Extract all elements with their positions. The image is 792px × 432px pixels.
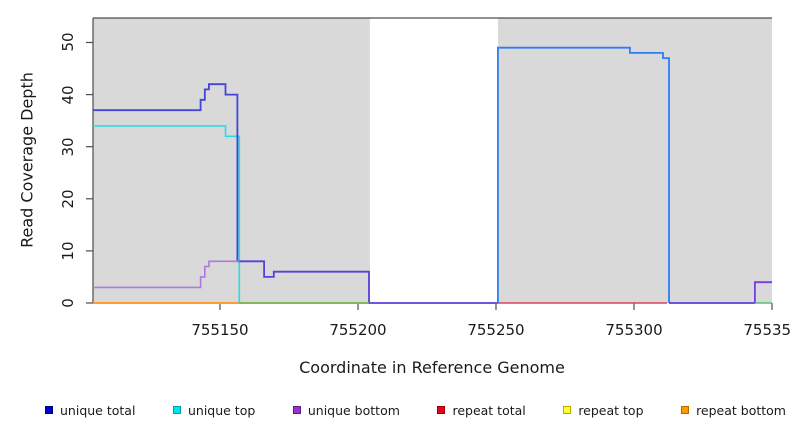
series-unique-bottom-left <box>93 260 240 289</box>
y-tick-label: 30 <box>59 137 77 157</box>
legend-item-unique-top: unique top <box>172 402 256 418</box>
chart-legend: unique total unique top unique bottom repea… <box>45 400 786 420</box>
y-tick-label: 50 <box>59 32 77 53</box>
legend-swatch-icon <box>292 406 301 414</box>
legend-swatch-icon <box>437 406 446 414</box>
shaded-region <box>93 18 370 303</box>
x-axis-title: Coordinate in Reference Genome <box>299 358 565 377</box>
legend-swatch-icon <box>172 406 181 414</box>
legend-swatch-icon <box>45 406 53 414</box>
series-unique-total-left <box>93 83 239 262</box>
series-unique-bottom-right <box>754 281 772 303</box>
y-tick-label: 0 <box>59 298 77 308</box>
legend-swatch-icon <box>681 406 690 414</box>
y-axis-title: Read Coverage Depth <box>17 72 37 248</box>
legend-item-repeat-total: repeat total <box>437 402 526 418</box>
y-tick-label: 10 <box>59 241 77 261</box>
legend-item-unique-total: unique total <box>45 403 135 418</box>
series-unique-total-right <box>496 46 670 303</box>
legend-label: unique total <box>60 402 136 418</box>
legend-label: repeat bottom <box>696 402 786 418</box>
y-tick-label: 40 <box>59 85 77 105</box>
legend-item-unique-bottom: unique bottom <box>292 402 400 418</box>
legend-label: repeat total <box>452 402 526 418</box>
series-unique-total-plus-unique-bottom-overlap <box>237 260 498 304</box>
legend-item-repeat-bottom: repeat bottom <box>681 403 786 418</box>
y-tick-label: 20 <box>59 189 77 209</box>
legend-item-repeat-top: repeat top <box>563 402 644 418</box>
legend-swatch-icon <box>563 406 572 414</box>
legend-label: unique bottom <box>307 402 400 418</box>
series-unique-top <box>93 125 241 303</box>
shaded-region <box>497 18 772 303</box>
x-tick-label: 755150 <box>191 321 249 339</box>
x-tick-label: 755200 <box>329 321 387 339</box>
legend-label: unique top <box>187 402 256 418</box>
x-tick-label: 755300 <box>605 321 663 339</box>
x-tick-label: 755250 <box>467 321 525 339</box>
legend-label: repeat top <box>578 402 644 418</box>
